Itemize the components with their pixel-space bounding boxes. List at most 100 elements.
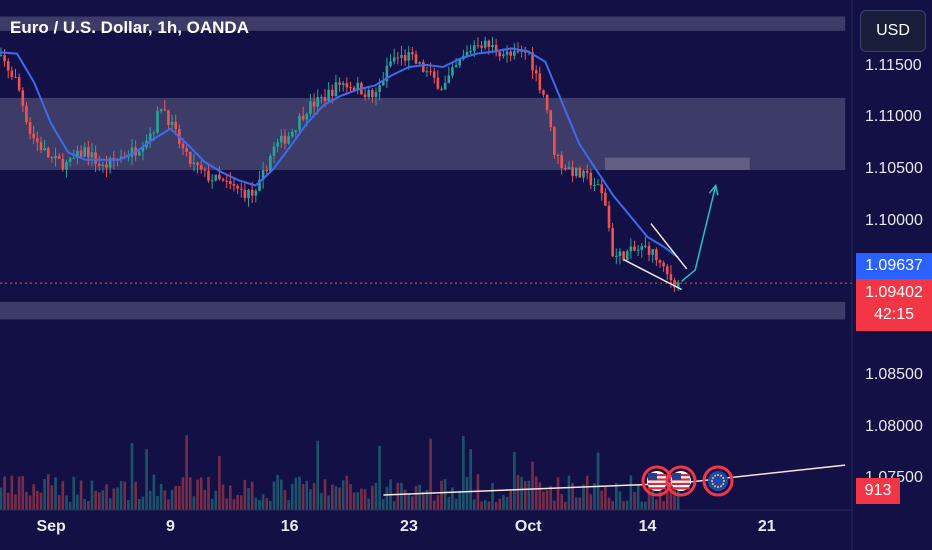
currency-button[interactable]: USD: [860, 10, 926, 52]
volume-bar: [665, 492, 669, 510]
candle-body: [170, 121, 174, 125]
volume-bar: [625, 500, 629, 510]
volume-bar: [494, 501, 498, 510]
volume-bar: [487, 501, 491, 510]
volume-bar: [225, 498, 228, 510]
volume-label: 913: [856, 478, 900, 504]
us-stripe: [672, 482, 690, 485]
candle-body: [43, 147, 46, 151]
candle-body: [644, 245, 647, 247]
candle-body: [287, 136, 290, 144]
volume-bar: [505, 496, 509, 510]
price-tick: 1.08500: [865, 366, 923, 384]
price-zone: [0, 301, 846, 320]
volume-bar: [447, 496, 451, 510]
volume-bar: [440, 480, 443, 510]
volume-bar: [411, 496, 414, 510]
eu-flag-icon[interactable]: [702, 465, 734, 497]
price-zone: [604, 157, 750, 170]
volume-bar: [116, 487, 119, 510]
volume-bar: [392, 501, 396, 510]
volume-bar: [141, 496, 145, 510]
candle-body: [250, 189, 254, 196]
volume-bar: [28, 495, 32, 510]
candle-body: [338, 82, 341, 85]
volume-bar: [469, 449, 472, 510]
candle-body: [676, 282, 680, 288]
volume-bar: [611, 501, 614, 510]
candle-body: [83, 147, 86, 157]
candle-body: [199, 165, 203, 170]
volume-bar: [112, 488, 116, 510]
volume-bar: [451, 487, 454, 510]
candle-body: [214, 174, 218, 181]
candle-body: [483, 40, 487, 48]
time-tick: Oct: [514, 518, 542, 535]
volume-bar: [312, 483, 316, 510]
volume-bar: [502, 495, 505, 510]
candle-body: [141, 147, 145, 152]
candle-body: [192, 162, 196, 165]
candle-body: [472, 45, 476, 51]
candle-body: [341, 83, 345, 85]
volume-bar: [287, 500, 290, 510]
volume-bar: [137, 498, 141, 510]
volume-bar: [68, 501, 72, 510]
candle-body: [265, 169, 269, 172]
volume-bar: [130, 442, 134, 510]
candle-body: [345, 83, 349, 88]
annotations: [0, 183, 852, 496]
candle-body: [374, 91, 378, 98]
time-tick: 14: [638, 518, 657, 535]
candle-body: [553, 126, 556, 155]
volume-bar: [6, 492, 10, 510]
volume-bar: [108, 498, 112, 510]
volume-bar: [272, 481, 276, 510]
volume-bar: [673, 486, 676, 510]
volume-bar: [305, 480, 309, 510]
candle-body: [392, 57, 396, 62]
price-tick: 1.11000: [865, 108, 922, 126]
candle-body: [549, 110, 553, 127]
volume-bar: [396, 482, 400, 510]
candle-body: [673, 280, 676, 288]
candle-body: [534, 70, 538, 74]
volume-bar: [338, 487, 341, 510]
candle-body: [174, 121, 178, 130]
eu-star: [722, 477, 725, 479]
candle-body: [159, 109, 163, 112]
volume-bar: [574, 497, 578, 510]
candle-body: [480, 45, 483, 48]
volume-bar: [214, 490, 218, 510]
volume-bar: [422, 491, 425, 510]
candle-body: [520, 50, 523, 52]
volume-bar: [39, 492, 43, 510]
candle-body: [127, 156, 130, 158]
candle-body: [436, 77, 440, 89]
candle-body: [316, 96, 320, 107]
volume-trendline: [383, 482, 679, 496]
candle-body: [272, 146, 276, 156]
volume-bar: [185, 435, 188, 510]
volume-bar: [76, 494, 79, 510]
candle-body: [669, 274, 673, 281]
volume-bar: [243, 479, 247, 510]
candle-body: [418, 62, 421, 64]
candle-body: [79, 150, 83, 157]
candle-body: [352, 87, 356, 91]
event-markers[interactable]: [641, 465, 734, 497]
us-flag-icon[interactable]: [665, 465, 697, 497]
candle-body: [447, 75, 451, 83]
volume-bar: [622, 501, 625, 510]
volume-bar: [553, 500, 556, 510]
candle-body: [432, 71, 436, 78]
candle-body: [36, 138, 39, 143]
volume-bar: [17, 476, 21, 510]
volume-bar: [134, 481, 137, 510]
candle-body: [330, 89, 334, 97]
volume-bar: [188, 477, 192, 510]
candle-body: [323, 96, 327, 101]
volume-bar: [589, 494, 593, 510]
